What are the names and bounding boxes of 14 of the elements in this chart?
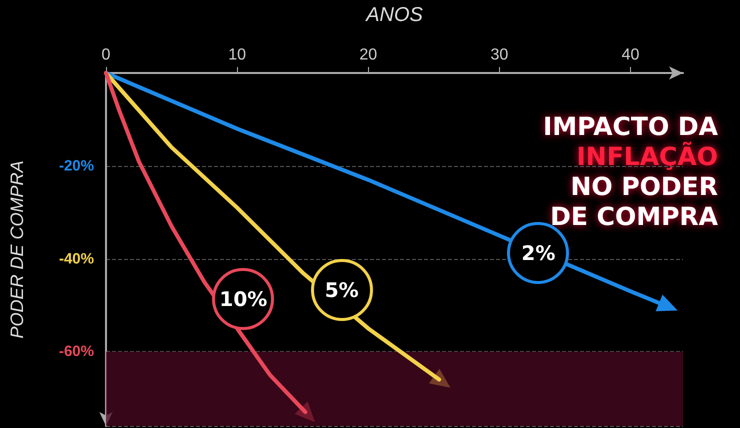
y-axis-title: PODER DE COMPRA: [7, 160, 27, 339]
x-tick-label: 20: [359, 46, 378, 64]
x-tick-label: 30: [490, 46, 508, 64]
x-tick-label: 10: [228, 46, 246, 64]
series-label: 5%: [310, 258, 373, 321]
series-label: 10%: [212, 268, 274, 330]
y-tick-label: -40%: [58, 250, 94, 268]
y-tick-label: -60%: [58, 343, 94, 360]
series-label: 2%: [521, 240, 556, 265]
x-axis-title: ANOS: [365, 4, 424, 26]
x-tick-label: 0: [102, 46, 111, 64]
y-tick-label: -20%: [58, 157, 94, 174]
text: IMPACTO DA INFLAÇÃO NO PODER DE COMPRA: [542, 112, 718, 232]
x-tick-label: 40: [622, 46, 640, 64]
